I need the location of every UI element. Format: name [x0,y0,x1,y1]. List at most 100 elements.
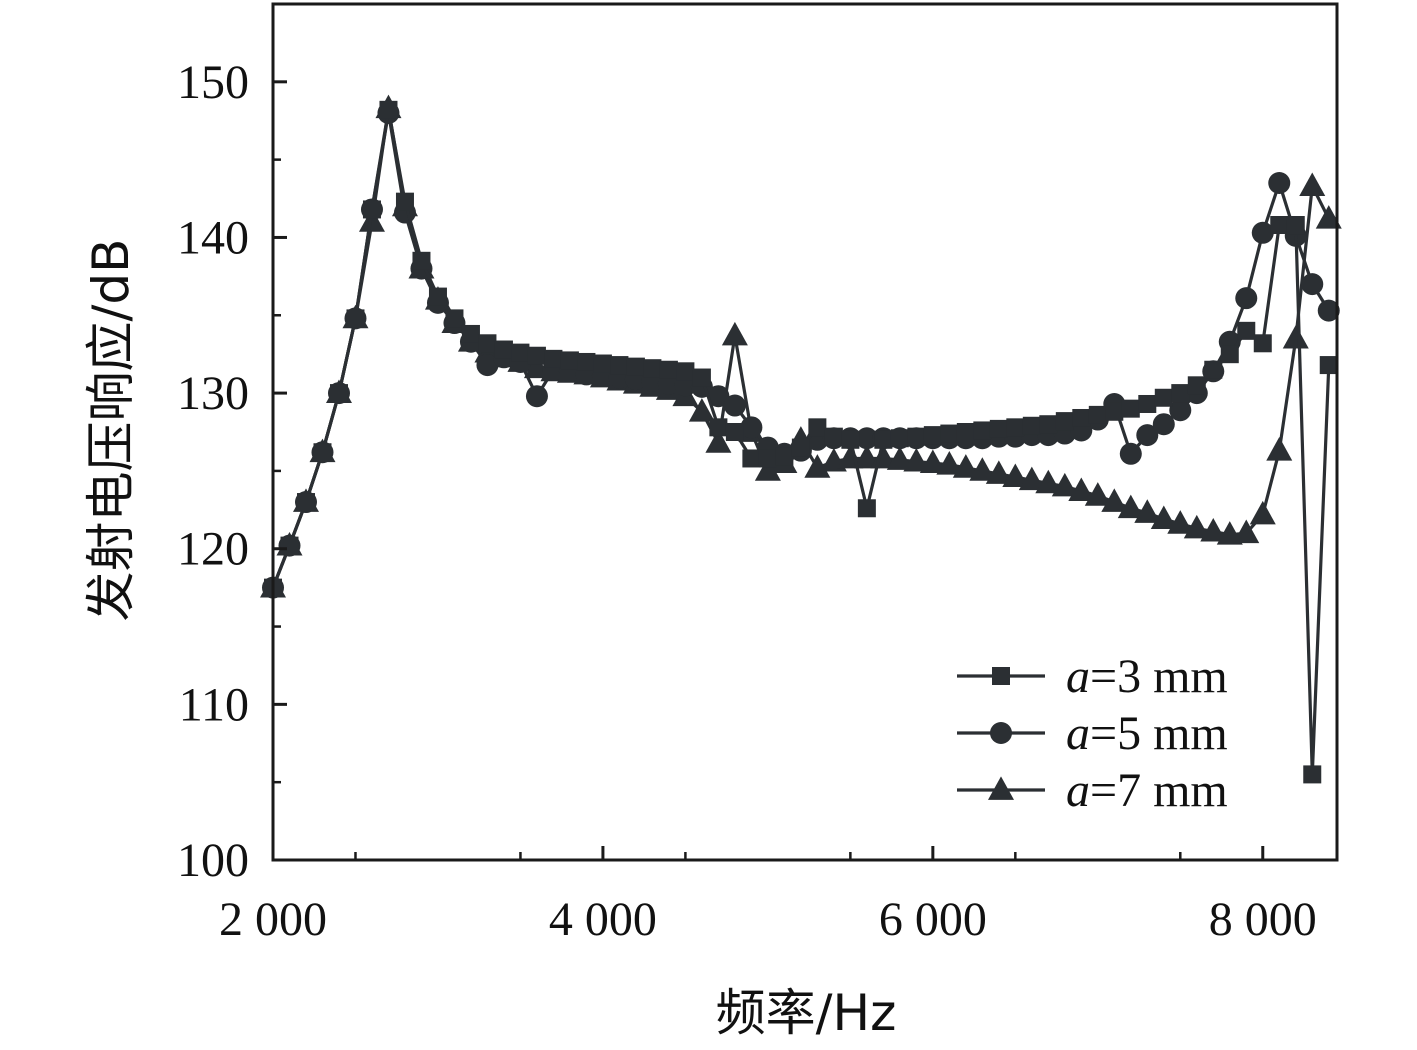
series-layer [260,94,1342,784]
data-point [461,324,480,343]
data-point [296,493,315,512]
y-tick-label: 150 [177,56,249,109]
data-point [707,385,730,408]
data-point [804,454,831,478]
data-point [1055,412,1074,431]
data-point [824,427,843,446]
data-point [1282,324,1309,349]
x-tick-label: 8 000 [1209,893,1317,946]
data-point [577,352,596,371]
data-point [1121,399,1140,418]
data-point [725,423,744,441]
data-point [1051,472,1078,497]
data-point [1117,494,1144,519]
data-point [1150,505,1177,530]
legend-label: a=3 mm [1066,650,1228,703]
data-point [1138,394,1157,413]
data-point [1167,510,1194,534]
y-axis-title: 发射电压响应/dB [82,239,140,622]
data-point [1134,499,1161,523]
data-point [857,499,876,518]
data-point [973,421,992,440]
data-point [1303,765,1322,784]
data-point [688,398,715,422]
data-point [1266,437,1293,461]
data-point [445,309,464,328]
data-point [1319,356,1338,375]
data-point [1200,517,1227,542]
y-tick-label: 110 [179,678,249,731]
data-point [791,438,810,457]
data-point [379,100,398,119]
data-point [1154,388,1173,407]
data-point [1072,408,1091,427]
series-square [264,100,1338,784]
data-point [626,357,645,376]
data-point [853,444,880,469]
data-point [1018,466,1045,491]
data-point [742,449,761,468]
data-point [593,354,612,373]
data-point [610,356,629,375]
data-point [659,360,678,379]
legend: a=3 mma=5 mma=7 mm [957,650,1228,817]
data-point [952,454,979,478]
data-point [1270,216,1289,235]
series-line [271,106,1331,589]
data-point [1084,482,1111,506]
legend-marker [992,667,1010,685]
data-point [1233,519,1260,544]
data-point [855,427,878,450]
data-point [1315,205,1342,229]
data-point [907,427,926,446]
data-point [754,457,781,481]
data-point [1237,321,1256,340]
data-point [989,419,1008,438]
data-point [969,457,996,481]
data-point [1286,216,1305,235]
y-tick-label: 100 [177,834,249,887]
data-point [1088,405,1107,424]
data-point [1101,488,1128,512]
data-point [940,424,959,443]
data-point [874,430,893,449]
data-point [1119,442,1142,465]
data-point [1035,469,1062,494]
data-point [1152,413,1175,436]
data-point [1268,171,1291,194]
data-point [709,418,728,437]
data-point [1301,273,1324,296]
x-tick-label: 6 000 [879,893,987,946]
data-point [1068,477,1095,502]
data-point [1002,463,1029,488]
data-point [1006,418,1025,437]
axes-layer: 100 110 120 130 140 150 2 000 4 000 6 000 8 000 [177,2,1339,946]
data-point [721,321,748,346]
legend-label: a=5 mm [1066,707,1228,760]
data-point [936,451,963,475]
x-tick-label: 2 000 [219,893,327,946]
data-point [1220,345,1239,364]
data-point [511,343,530,362]
data-point [544,349,563,368]
y-tick-label: 140 [177,211,249,264]
legend-item: a=5 mm [957,707,1228,760]
data-point [808,418,827,437]
data-point [478,334,497,353]
data-point [1235,287,1258,310]
data-point [1317,299,1340,322]
data-point [1022,416,1041,435]
legend-marker [988,776,1014,800]
data-point [1171,384,1190,403]
legend-item: a=3 mm [957,650,1228,703]
plot-frame [271,2,1339,862]
data-point [1136,424,1159,447]
y-tick-label: 120 [177,523,249,576]
data-point [329,384,348,403]
data-point [676,362,695,381]
data-point [1251,221,1274,244]
data-point [395,192,414,211]
series-triangle [260,94,1342,598]
series-line [271,111,1331,589]
